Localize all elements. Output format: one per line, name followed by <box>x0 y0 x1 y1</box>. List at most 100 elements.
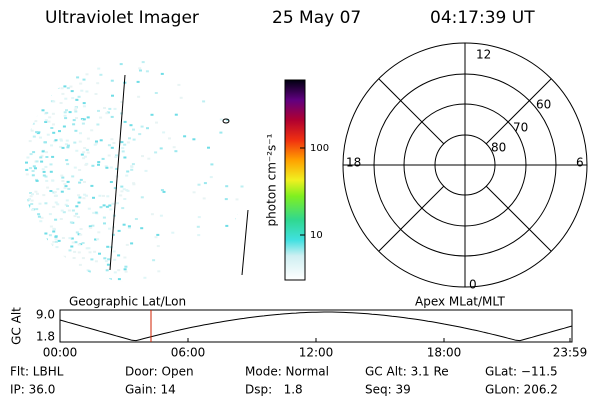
speckle <box>65 109 68 112</box>
speckle <box>44 261 48 264</box>
speckle <box>65 199 69 202</box>
speckle <box>63 186 67 189</box>
speckle <box>103 278 107 281</box>
speckle <box>37 253 41 256</box>
speckle <box>58 130 61 133</box>
terminator-line <box>109 74 126 271</box>
speckle <box>78 66 82 69</box>
speckle <box>79 228 83 230</box>
speckle <box>97 231 101 234</box>
speckle <box>71 241 75 244</box>
speckle <box>82 102 86 105</box>
spoke <box>485 185 552 252</box>
speckle <box>30 203 34 205</box>
speckle <box>40 160 44 163</box>
date: 25 May 07 <box>272 8 361 28</box>
mlt-label: 18 <box>346 156 361 170</box>
speckle <box>64 143 68 146</box>
speckle <box>192 191 196 194</box>
speckle <box>52 123 55 126</box>
speckle <box>28 87 32 90</box>
speckle <box>122 188 126 191</box>
speckle <box>90 184 94 187</box>
speckle <box>98 252 101 255</box>
speckle <box>53 194 57 197</box>
speckle <box>224 198 228 201</box>
speckle <box>34 251 38 254</box>
speckle <box>123 198 127 200</box>
speckle <box>80 65 84 68</box>
speckle <box>41 255 45 258</box>
speckle <box>72 72 76 75</box>
speckle <box>50 264 54 267</box>
speckle <box>65 58 68 61</box>
speckle <box>140 125 144 128</box>
speckle <box>99 73 103 76</box>
speckle <box>113 107 117 110</box>
speckle <box>235 198 239 201</box>
speckle <box>88 251 92 254</box>
speckle <box>34 113 38 116</box>
speckle <box>60 87 64 90</box>
speckle <box>55 246 59 249</box>
info-field: Mode: Normal <box>245 365 329 379</box>
speckle <box>130 168 134 171</box>
speckle <box>31 87 35 90</box>
speckle <box>81 242 85 244</box>
speckle <box>192 138 196 141</box>
axis-label: GC Alt <box>10 307 24 345</box>
speckle <box>197 216 201 219</box>
speckle <box>72 257 76 259</box>
speckle <box>152 259 156 262</box>
speckle <box>127 225 131 228</box>
speckle <box>25 173 29 176</box>
speckle <box>44 175 48 178</box>
speckle <box>44 141 47 144</box>
speckle <box>235 218 239 221</box>
speckle <box>75 117 78 119</box>
speckle <box>28 212 31 215</box>
speckle <box>119 281 123 282</box>
speckle <box>48 234 52 237</box>
speckle <box>113 187 117 190</box>
speckle <box>94 211 98 214</box>
speckle <box>50 127 54 129</box>
speckle <box>88 225 92 228</box>
speckle <box>58 77 62 80</box>
speckle <box>52 78 56 81</box>
speckle <box>52 100 56 103</box>
speckle <box>120 190 124 193</box>
speckle <box>102 216 106 219</box>
speckle <box>105 205 109 208</box>
speckle <box>121 207 125 210</box>
speckle <box>37 255 41 257</box>
speckle <box>154 92 158 94</box>
speckle <box>160 189 164 192</box>
speckle <box>147 157 151 160</box>
speckle <box>90 129 94 132</box>
speckle <box>150 113 154 116</box>
speckle <box>97 67 101 70</box>
speckle <box>54 240 58 243</box>
speckle <box>54 139 58 142</box>
speckle <box>30 108 34 111</box>
speckle <box>68 249 72 252</box>
speckle <box>144 169 148 172</box>
info-field: Dsp: 1.8 <box>245 383 303 397</box>
speckle <box>61 278 65 281</box>
speckle <box>83 147 87 149</box>
speckle <box>37 215 41 218</box>
speckle <box>106 245 110 248</box>
speckle <box>41 263 45 266</box>
speckle <box>83 155 87 158</box>
speckle <box>110 79 114 82</box>
speckle <box>85 90 89 93</box>
speckle <box>65 74 69 77</box>
speckle <box>109 181 113 183</box>
speckle <box>159 147 163 150</box>
speckle <box>44 86 48 89</box>
mlt-label: 0 <box>469 278 477 292</box>
speckle <box>59 218 63 220</box>
speckle <box>31 193 34 196</box>
panel-label: Apex MLat/MLT <box>415 295 505 309</box>
